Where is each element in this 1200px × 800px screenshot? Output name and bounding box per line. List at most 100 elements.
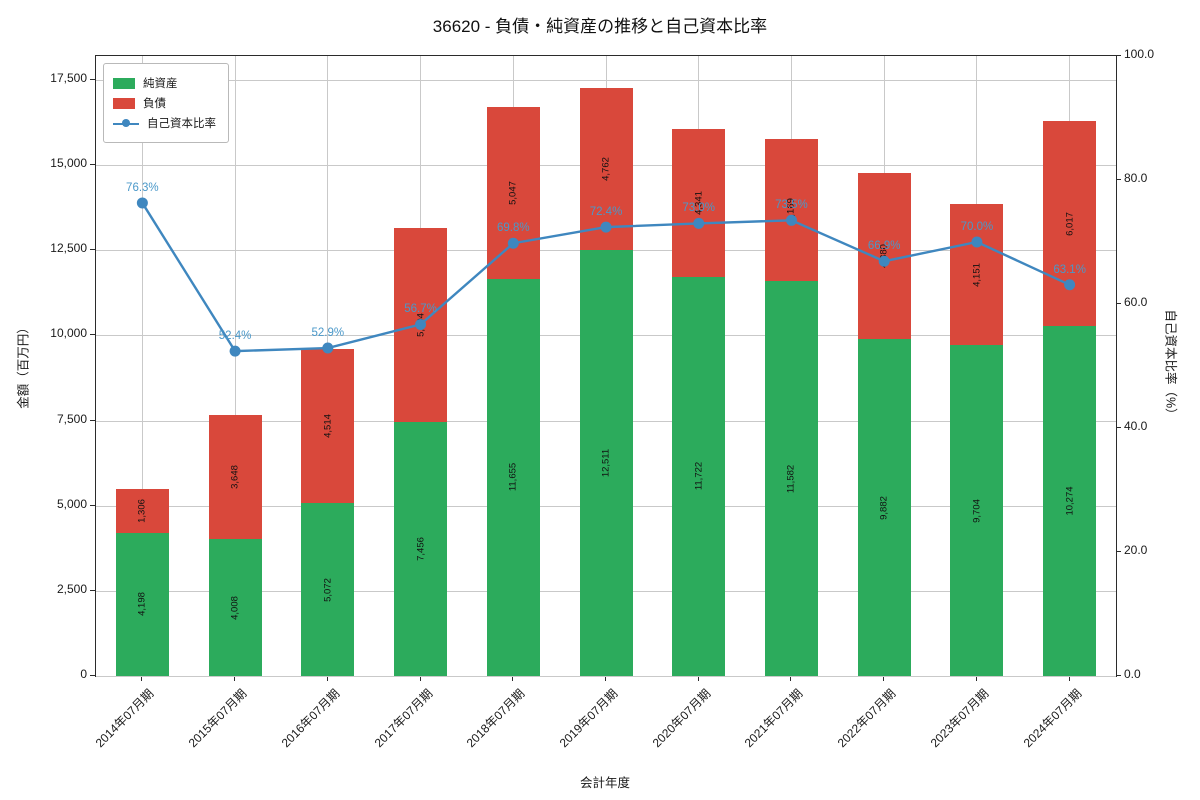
plot-area: 4,1981,3064,0083,6485,0724,5147,4565,694… xyxy=(95,55,1117,677)
gridline-vertical xyxy=(141,56,143,676)
x-tick-mark xyxy=(141,676,143,681)
bar-segment-liabilities xyxy=(672,128,726,277)
y-tick-label-left: 10,000 xyxy=(50,326,87,341)
bar-segment-net-assets xyxy=(486,278,540,676)
y-tick-label-right: 20.0 xyxy=(1124,543,1148,557)
equity-ratio-label: 69.8% xyxy=(496,222,530,235)
x-tick-mark xyxy=(697,676,699,681)
x-tick-label: 2015年07月期 xyxy=(185,686,250,751)
equity-ratio-marker xyxy=(415,318,427,330)
x-tick-mark xyxy=(605,676,606,681)
y-tick-label-left: 7,500 xyxy=(56,411,87,426)
bar-segment-net-assets xyxy=(672,276,726,676)
bar-segment-net-assets xyxy=(950,345,1004,676)
y-axis-label-right: 自己資本比率（%） xyxy=(1163,309,1178,421)
y-tick-label-left: 15,000 xyxy=(50,156,87,170)
bar-segment-net-assets xyxy=(764,281,818,676)
bar-segment-liabilities xyxy=(208,415,262,540)
equity-ratio-marker xyxy=(693,217,705,229)
legend-item-net-assets: 純資産 xyxy=(113,75,216,91)
net-assets-swatch-icon xyxy=(113,77,135,89)
x-tick-label: 2024年07月期 xyxy=(1020,686,1084,751)
equity-ratio-marker xyxy=(600,221,612,233)
y-tick-label-left: 5,000 xyxy=(56,496,87,511)
y-tick-label-right: 60.0 xyxy=(1124,295,1148,309)
legend-item-equity-ratio: 自己資本比率 xyxy=(113,115,216,131)
chart-title: 36620 - 負債・純資産の推移と自己資本比率 xyxy=(432,17,768,36)
gridline-vertical xyxy=(234,56,236,676)
bar-segment-net-assets xyxy=(115,532,169,676)
equity-ratio-marker xyxy=(878,255,890,267)
bar-segment-liabilities xyxy=(1043,121,1097,326)
y-tick-label-left: 2,500 xyxy=(56,581,87,596)
equity-ratio-label: 52.4% xyxy=(218,330,252,343)
bar-segment-liabilities xyxy=(486,107,540,279)
equity-ratio-marker xyxy=(785,214,797,226)
equity-ratio-marker xyxy=(229,345,241,357)
equity-ratio-label: 56.7% xyxy=(404,303,437,316)
x-tick-mark xyxy=(326,676,328,681)
y-tick-mark-right xyxy=(1116,303,1121,304)
bar-segment-liabilities xyxy=(301,349,355,504)
legend-label: 自己資本比率 xyxy=(147,118,216,130)
x-axis-label: 会計年度 xyxy=(579,776,631,790)
equity-ratio-line-icon xyxy=(113,118,139,129)
x-tick-mark xyxy=(512,676,514,681)
equity-ratio-label: 70.0% xyxy=(960,221,994,233)
y-tick-label-left: 0 xyxy=(80,667,87,681)
equity-ratio-label: 73.5% xyxy=(775,199,808,212)
y-tick-label-left: 12,500 xyxy=(50,241,87,256)
y-tick-mark-right xyxy=(1116,427,1121,428)
x-tick-label: 2022年07月期 xyxy=(834,686,899,751)
x-tick-label: 2017年07月期 xyxy=(371,686,435,751)
equity-ratio-marker xyxy=(507,237,519,249)
y-tick-label-right: 80.0 xyxy=(1124,171,1148,185)
bar-segment-net-assets xyxy=(1043,326,1097,676)
x-tick-label: 2021年07月期 xyxy=(742,686,806,751)
bar-segment-net-assets xyxy=(301,503,355,676)
y-tick-mark-left xyxy=(90,504,95,506)
y-tick-mark-left xyxy=(90,249,95,251)
x-tick-label: 2019年07月期 xyxy=(556,686,621,751)
y-tick-label-right: 100.0 xyxy=(1124,47,1155,61)
x-tick-mark xyxy=(234,676,236,681)
y-tick-label-right: 0.0 xyxy=(1124,667,1141,681)
equity-ratio-marker xyxy=(1064,279,1076,291)
bar-segment-net-assets xyxy=(579,249,633,676)
equity-ratio-label: 76.3% xyxy=(126,181,159,194)
equity-ratio-label: 63.1% xyxy=(1053,263,1086,276)
bar-segment-net-assets xyxy=(394,422,448,676)
bar-segment-liabilities xyxy=(950,204,1004,346)
x-tick-mark xyxy=(975,676,977,681)
bar-segment-liabilities xyxy=(115,488,169,533)
legend-label: 負債 xyxy=(143,98,166,110)
x-tick-mark xyxy=(790,676,792,681)
gridline-horizontal xyxy=(96,676,1116,677)
x-tick-mark xyxy=(883,676,885,681)
y-tick-label-right: 40.0 xyxy=(1124,419,1148,433)
equity-ratio-marker xyxy=(322,342,334,354)
x-tick-label: 2020年07月期 xyxy=(649,686,714,751)
legend: 純資産負債自己資本比率 xyxy=(103,63,229,143)
y-tick-label-left: 17,500 xyxy=(50,70,87,85)
y-tick-mark-left xyxy=(90,334,95,336)
bar-segment-liabilities xyxy=(764,139,818,282)
legend-label: 純資産 xyxy=(143,78,178,90)
y-tick-mark-left xyxy=(90,589,95,591)
y-tick-mark-left xyxy=(90,419,95,421)
y-tick-mark-right xyxy=(1116,179,1121,180)
x-tick-label: 2014年07月期 xyxy=(93,686,157,751)
bar-segment-net-assets xyxy=(857,339,911,676)
legend-line-dot xyxy=(122,119,130,127)
equity-ratio-label: 73.0% xyxy=(682,202,716,215)
y-tick-mark-right xyxy=(1116,55,1121,56)
x-tick-mark xyxy=(1068,676,1070,681)
equity-ratio-marker xyxy=(136,197,148,209)
equity-ratio-label: 52.9% xyxy=(311,327,345,340)
y-tick-mark-left xyxy=(90,675,95,676)
liabilities-swatch-icon xyxy=(113,97,135,109)
equity-ratio-line xyxy=(136,197,1076,357)
y-tick-mark-left xyxy=(90,78,95,80)
y-tick-mark-left xyxy=(90,164,95,165)
